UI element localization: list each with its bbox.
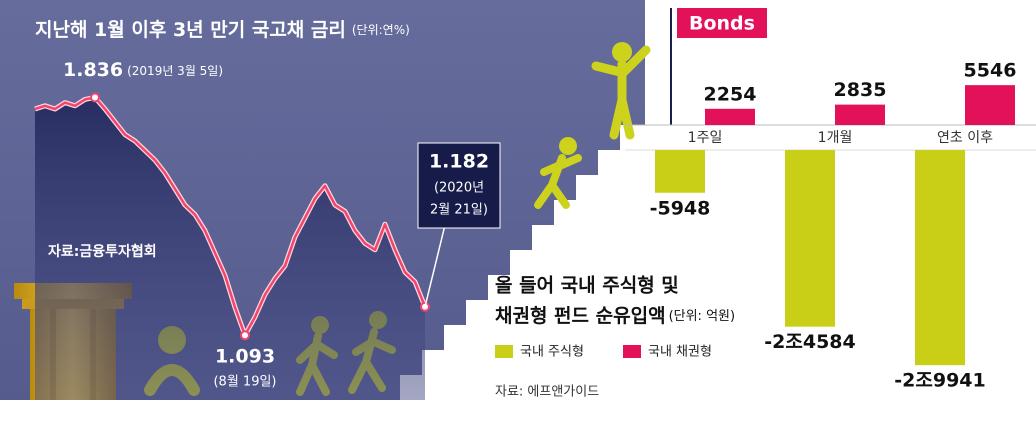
callout-line [424, 224, 446, 307]
bar [655, 150, 705, 193]
bar [915, 150, 965, 366]
legend-swatch [495, 345, 513, 358]
legend-label: 국내 채권형 [648, 345, 712, 360]
point-marker [240, 330, 250, 341]
peak-label: 1.836 [63, 59, 123, 81]
flag-label: Bonds [689, 13, 755, 35]
value-label: 5546 [964, 60, 1017, 82]
bar [965, 85, 1015, 125]
unit-text: (단위: 억원) [669, 309, 736, 324]
chart-title: 올 들어 국내 주식형 및 [495, 275, 679, 297]
last-label: 1.182 [429, 151, 489, 173]
legend-swatch [623, 345, 641, 358]
flag [677, 8, 767, 38]
value-label: 2835 [834, 79, 887, 101]
trough-label: 1.093 [215, 346, 275, 368]
x-tick-label: 1개월 [818, 130, 853, 146]
title-text: 채권형 펀드 순유입액 [495, 305, 666, 327]
title-text: 지난해 1월 이후 3년 만기 국고채 금리 [35, 19, 346, 41]
legend-label: 국내 주식형 [520, 345, 584, 360]
chart-title: 채권형 펀드 순유입액 (단위: 억원) [495, 305, 735, 327]
bar [785, 150, 835, 327]
bar [705, 108, 755, 125]
point-marker [90, 92, 100, 103]
x-tick-label: 연초 이후 [937, 130, 993, 146]
source-note: 자료: 에프앤가이드 [495, 385, 599, 400]
trough-date: (8월 19일) [213, 375, 276, 390]
bar [835, 104, 885, 125]
area-fill [35, 97, 425, 400]
value-label: 2254 [704, 83, 757, 105]
peak-date: (2019년 3월 5일) [127, 64, 223, 78]
value-label: -2조9941 [894, 370, 985, 392]
last-date: 2월 21일) [430, 203, 488, 218]
value-label: -2조4584 [764, 331, 855, 353]
chart-title: 지난해 1월 이후 3년 만기 국고채 금리 (단위:연%) [35, 19, 410, 41]
callout-box [417, 142, 501, 229]
value-label: -5948 [650, 197, 711, 219]
source-note: 자료:금융투자협회 [48, 244, 157, 260]
line [34, 96, 427, 337]
x-tick-label: 1주일 [688, 130, 723, 146]
unit-text: (단위:연%) [352, 23, 410, 37]
last-date: (2020년 [434, 181, 484, 196]
